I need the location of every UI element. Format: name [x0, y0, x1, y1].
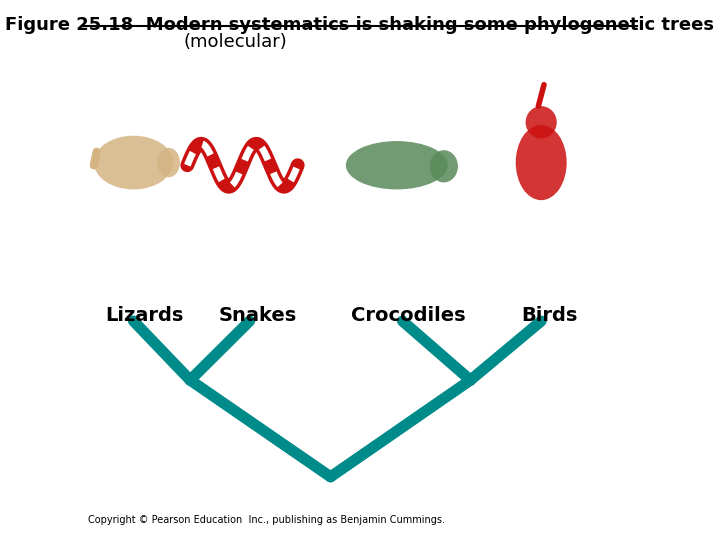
Text: Crocodiles: Crocodiles [351, 306, 465, 325]
Text: (molecular): (molecular) [184, 33, 287, 51]
Text: Snakes: Snakes [219, 306, 297, 325]
Ellipse shape [526, 106, 557, 138]
Ellipse shape [157, 148, 180, 177]
Text: Birds: Birds [521, 306, 578, 325]
Text: Copyright © Pearson Education  Inc., publishing as Benjamin Cummings.: Copyright © Pearson Education Inc., publ… [89, 515, 445, 525]
Ellipse shape [430, 150, 458, 183]
Text: Figure 25.18  Modern systematics is shaking some phylogenetic trees: Figure 25.18 Modern systematics is shaki… [6, 16, 714, 35]
Text: Lizards: Lizards [106, 306, 184, 325]
Ellipse shape [94, 136, 173, 190]
Ellipse shape [346, 141, 448, 190]
Ellipse shape [516, 125, 567, 200]
